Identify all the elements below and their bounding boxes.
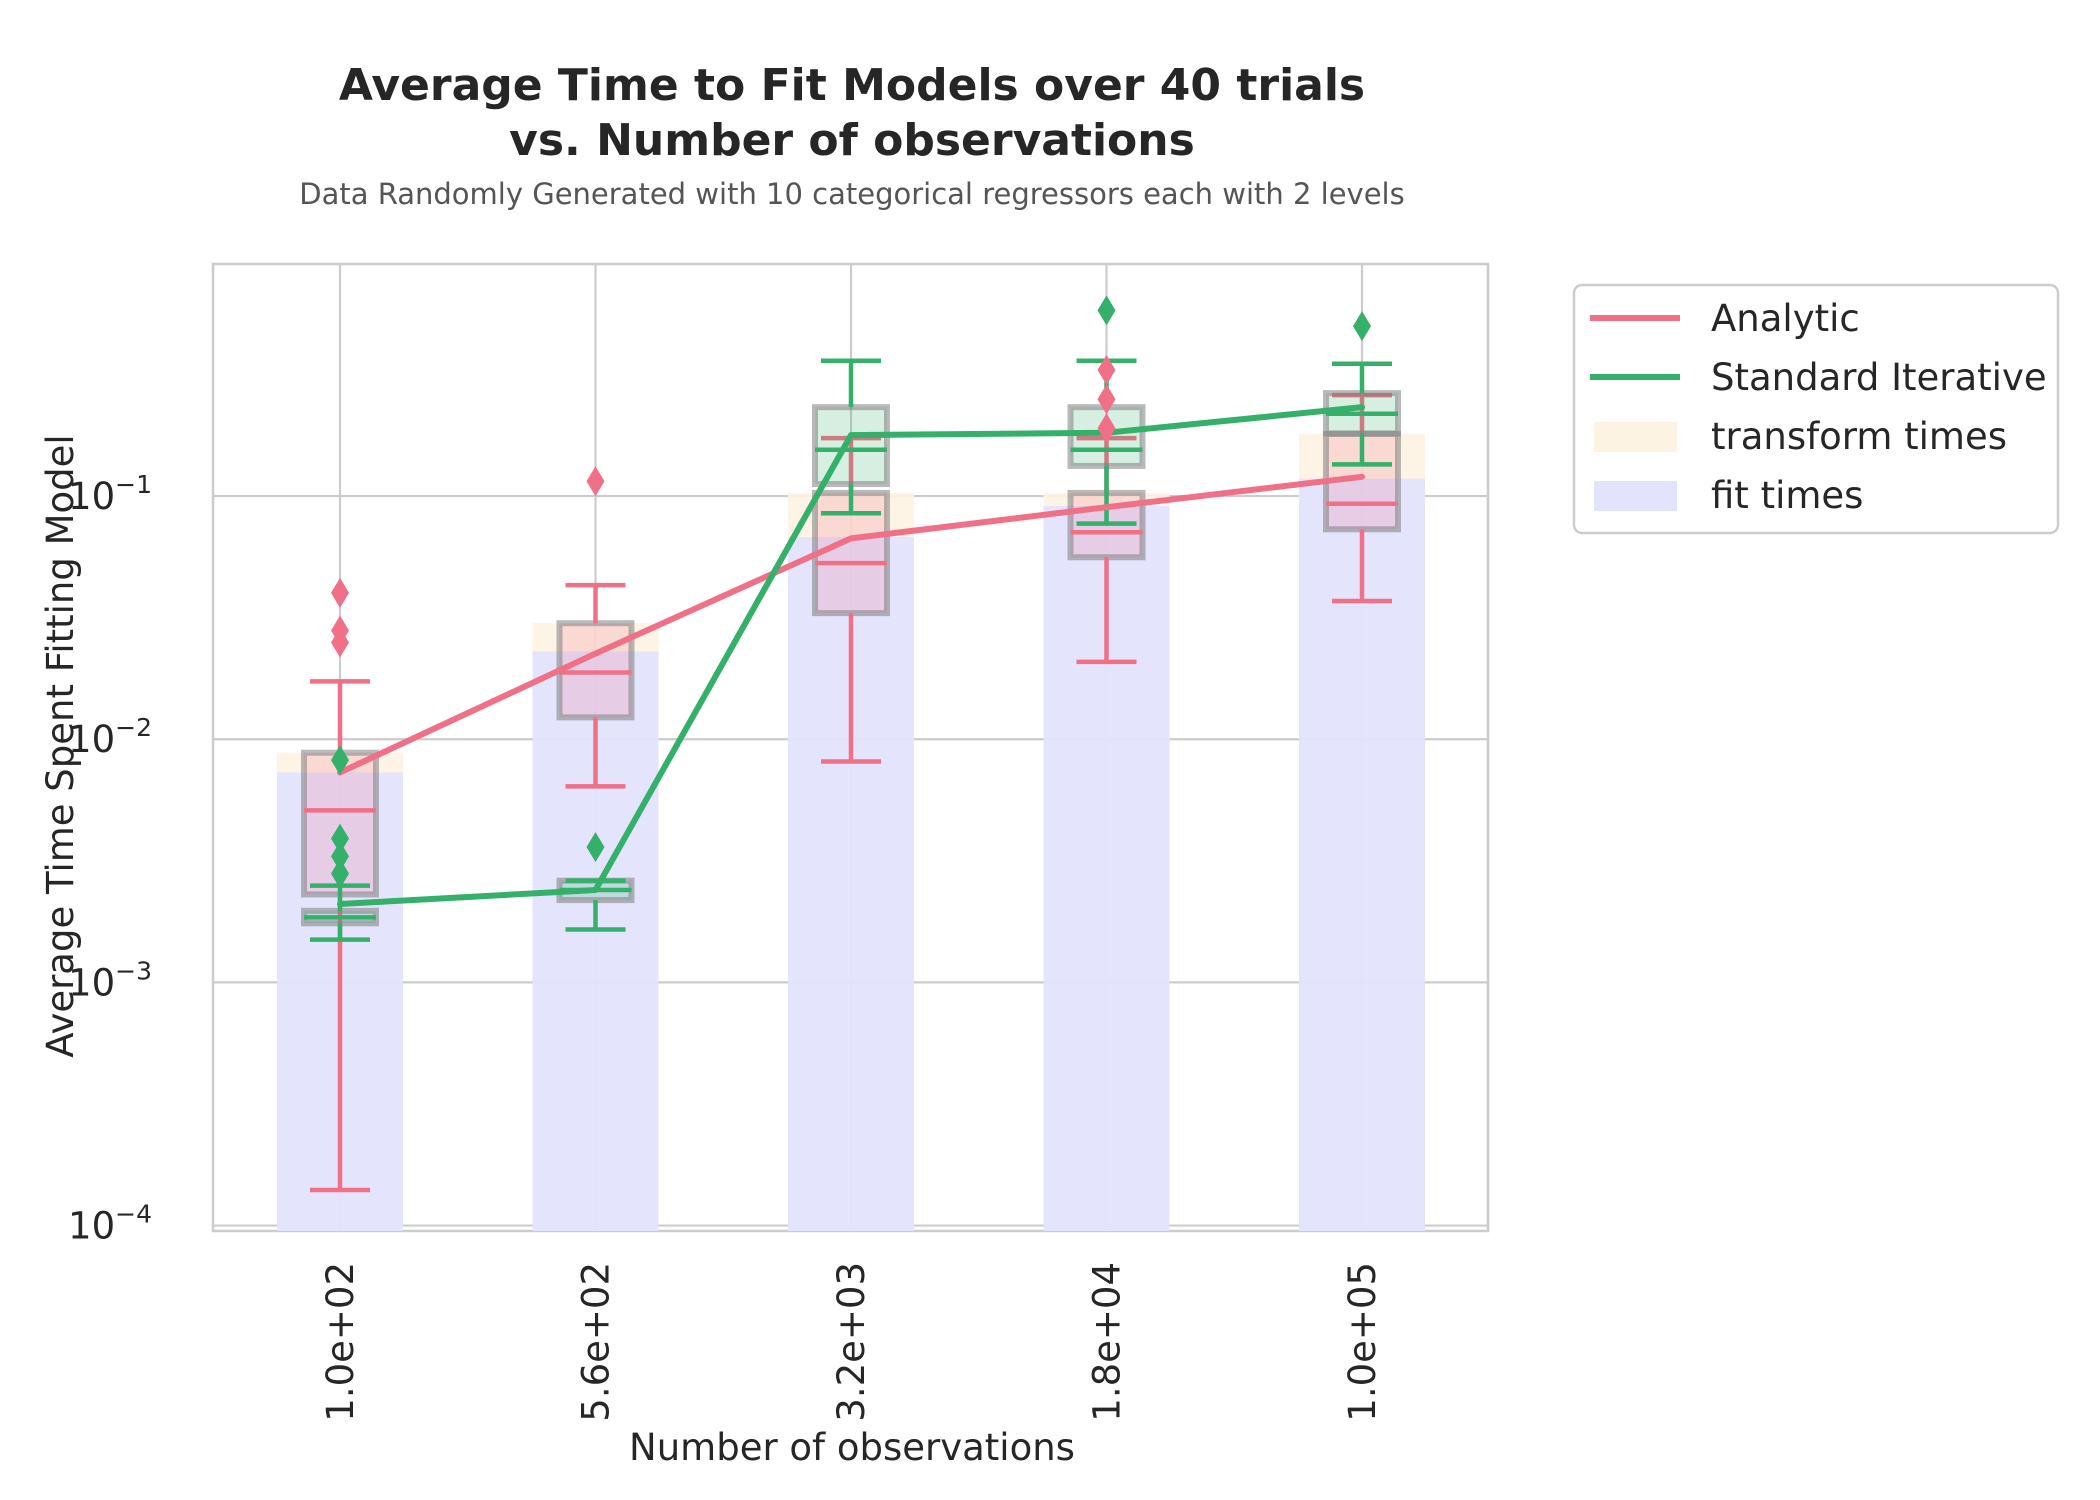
x-tick-label: 5.6e+02: [575, 1262, 618, 1422]
legend-analytic-label: Analytic: [1711, 297, 1860, 340]
analytic-outlier: [1097, 354, 1116, 385]
fit-times-bar: [1299, 478, 1425, 1231]
legend-standard-iterative-label: Standard Iterative: [1711, 356, 2047, 399]
y-tick-label: 10−4: [68, 1200, 152, 1248]
standard_iterative-outlier: [331, 858, 349, 889]
x-tick-label: 1.0e+05: [1341, 1262, 1384, 1422]
analytic-outlier: [586, 466, 605, 497]
x-tick-label: 1.8e+04: [1086, 1262, 1129, 1422]
x-tick-label: 3.2e+03: [830, 1262, 873, 1422]
mean-lines: [337, 404, 1365, 908]
chart-title-line1: Average Time to Fit Models over 40 trial…: [339, 60, 1365, 111]
y-tick-label: 10−1: [68, 470, 152, 518]
analytic-outlier: [331, 577, 349, 608]
standard_iterative-outlier: [331, 745, 349, 776]
x-axis-label: Number of observations: [629, 1426, 1075, 1469]
analytic-line: [337, 473, 1365, 776]
y-axis-label: Average Time Spent Fitting Model: [39, 434, 82, 1057]
y-tick-label: 10−3: [68, 956, 152, 1004]
standard_iterative-outlier: [586, 832, 605, 863]
analytic-box: [556, 620, 635, 721]
legend-transform-times-label: transform times: [1711, 415, 2007, 458]
standard_iterative-line: [337, 404, 1365, 908]
analytic-outlier: [1097, 413, 1116, 444]
chart-subtitle: Data Randomly Generated with 10 categori…: [299, 177, 1404, 211]
chart-title-line2: vs. Number of observations: [509, 115, 1195, 166]
x-tick-label: 1.0e+02: [319, 1262, 362, 1422]
standard_iterative-outlier: [331, 823, 349, 854]
legend-transform-times-swatch: [1594, 422, 1677, 452]
legend: Analytic Standard Iterative transform ti…: [1572, 283, 2060, 535]
standard_iterative-box: [812, 404, 890, 488]
box-plots: [301, 358, 1401, 1193]
standard_iterative-outlier: [1353, 311, 1371, 342]
standard_iterative-outlier: [331, 841, 349, 872]
legend-fit-times-label: fit times: [1711, 474, 1863, 517]
outlier-markers: [331, 295, 1371, 889]
analytic-outlier: [331, 627, 349, 658]
y-tick-label: 10−2: [68, 713, 152, 761]
tick-labels: 10−1 10−2 10−3 10−4 1.0e+02 5.6e+02 3.2e+03 1.8…: [68, 470, 1384, 1422]
standard_iterative-outlier: [1097, 295, 1116, 326]
analytic-outlier: [1097, 384, 1116, 415]
legend-frame: [1572, 283, 2060, 535]
legend-fit-times-swatch: [1594, 481, 1677, 511]
